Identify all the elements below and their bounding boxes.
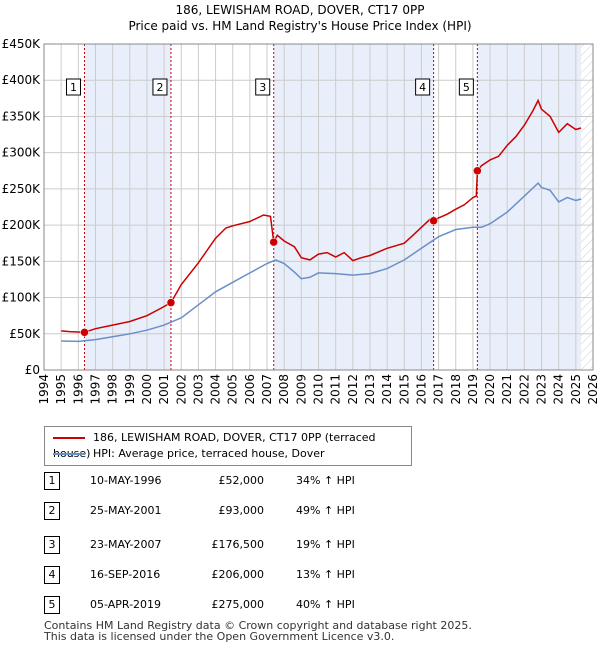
x-tick-label: 1994	[37, 374, 51, 405]
sale-number-label: 2	[156, 81, 163, 94]
sale-price: £275,000	[211, 598, 265, 611]
price-chart: £0 £50K £100K £150K £200K £250K £300K £350K £400…	[2, 37, 600, 405]
sale-hpi-change: 13% ↑ HPI	[296, 568, 355, 581]
y-tick-label: £450K	[2, 37, 42, 51]
sale-number-label: 4	[419, 81, 426, 94]
hpi-line	[61, 181, 582, 343]
sale-point	[269, 237, 278, 247]
sale-price: £176,500	[211, 538, 265, 551]
sale-date: 05-APR-2019	[90, 598, 162, 611]
ownership-band	[84, 44, 171, 370]
sale-number-box	[458, 78, 474, 96]
x-tick-label: 2008	[277, 374, 291, 405]
title-line-2: Price paid vs. HM Land Registry's House …	[128, 19, 472, 33]
sale-price: £52,000	[218, 474, 265, 487]
sale-number-box	[152, 78, 168, 96]
legend-item-property: 186, LEWISHAM ROAD, DOVER, CT17 0PP (ter…	[53, 430, 411, 460]
x-tick-label: 2023	[535, 374, 549, 405]
y-tick-label: £300K	[2, 146, 42, 160]
y-tick-label: £250K	[2, 182, 42, 196]
x-tick-label: 2013	[363, 374, 377, 405]
footer-line-2: This data is licensed under the Open Gov…	[44, 630, 395, 643]
x-tick-label: 2003	[191, 374, 205, 405]
sale-point	[429, 216, 438, 226]
x-tick-label: 2012	[346, 374, 360, 405]
sale-number-box	[65, 78, 81, 96]
sale-hpi-change: 49% ↑ HPI	[296, 504, 355, 517]
x-tick-label: 2010	[312, 374, 326, 405]
sale-number-badge: 5	[44, 596, 60, 614]
sale-hpi-change: 19% ↑ HPI	[296, 538, 355, 551]
sale-point	[166, 298, 176, 307]
x-tick-label: 2020	[483, 374, 497, 405]
x-tick-label: 2016	[414, 374, 428, 405]
property-price-line	[61, 98, 582, 334]
x-tick-label: 2018	[449, 374, 463, 405]
x-tick-label: 2011	[329, 374, 343, 405]
x-tick-label: 2001	[157, 374, 171, 405]
x-tick-label: 2014	[380, 374, 394, 405]
x-tick-label: 2007	[260, 374, 274, 405]
sale-number-badge: 1	[44, 472, 60, 490]
footer: Contains HM Land Registry data © Crown c…	[44, 620, 472, 642]
title-line-1: 186, LEWISHAM ROAD, DOVER, CT17 0PP	[175, 3, 425, 17]
ownership-band	[273, 44, 434, 370]
sale-hpi-change: 40% ↑ HPI	[296, 598, 355, 611]
y-tick-label: £100K	[2, 291, 42, 305]
x-tick-label: 2000	[140, 374, 154, 405]
x-tick-label: 1995	[54, 374, 68, 405]
sale-number-label: 5	[463, 81, 470, 94]
sale-point	[80, 328, 89, 337]
plot-border	[43, 43, 594, 371]
x-tick-label: 2025	[569, 374, 583, 405]
footer-line-1: Contains HM Land Registry data © Crown c…	[44, 619, 472, 632]
legend-label-property: 186, LEWISHAM ROAD, DOVER, CT17 0PP (ter…	[53, 431, 376, 460]
x-tick-label: 2009	[294, 374, 308, 405]
y-tick-label: £0	[25, 363, 40, 377]
sale-point	[473, 166, 482, 176]
legend-swatch-hpi	[53, 453, 85, 455]
sale-number-badge: 3	[44, 536, 60, 554]
x-tick-label: 2015	[397, 374, 411, 405]
x-tick-label: 2019	[466, 374, 480, 405]
x-tick-label: 2002	[174, 374, 188, 405]
legend-item-hpi: HPI: Average price, terraced house, Dove…	[53, 446, 325, 462]
x-tick-label: 1998	[106, 374, 120, 405]
y-tick-label: £150K	[2, 254, 42, 268]
sale-date: 10-MAY-1996	[90, 474, 162, 487]
chart-title: 186, LEWISHAM ROAD, DOVER, CT17 0PP Pric…	[0, 2, 600, 34]
sale-price: £93,000	[218, 504, 265, 517]
sale-number-box	[415, 78, 431, 96]
x-tick-label: 2021	[500, 374, 514, 405]
legend-swatch-property	[53, 437, 85, 439]
y-tick-label: £50K	[9, 327, 41, 341]
x-tick-label: 1996	[71, 374, 85, 405]
x-tick-label: 1999	[123, 374, 137, 405]
sale-number-box	[255, 78, 271, 96]
sale-number-badge: 4	[44, 566, 60, 584]
legend: 186, LEWISHAM ROAD, DOVER, CT17 0PP (ter…	[44, 426, 412, 466]
y-tick-label: £200K	[2, 218, 42, 232]
x-tick-label: 2024	[552, 374, 566, 405]
sale-date: 16-SEP-2016	[90, 568, 161, 581]
x-tick-label: 2026	[586, 374, 600, 405]
x-tick-label: 2017	[432, 374, 446, 405]
sale-number-label: 3	[259, 81, 266, 94]
sale-price: £206,000	[211, 568, 265, 581]
x-tick-label: 2022	[517, 374, 531, 405]
sale-date: 25-MAY-2001	[90, 504, 162, 517]
sale-number-badge: 2	[44, 502, 60, 520]
y-tick-label: £400K	[2, 73, 42, 87]
forecast-hatch	[580, 44, 593, 370]
x-tick-label: 1997	[88, 374, 102, 405]
sale-number-label: 1	[70, 81, 77, 94]
sale-date: 23-MAY-2007	[90, 538, 162, 551]
x-tick-label: 2004	[209, 374, 223, 405]
x-tick-label: 2006	[243, 374, 257, 405]
y-tick-label: £350K	[2, 109, 42, 123]
x-tick-label: 2005	[226, 374, 240, 405]
legend-label-hpi: HPI: Average price, terraced house, Dove…	[93, 447, 325, 460]
sale-hpi-change: 34% ↑ HPI	[296, 474, 355, 487]
ownership-band	[477, 44, 581, 370]
